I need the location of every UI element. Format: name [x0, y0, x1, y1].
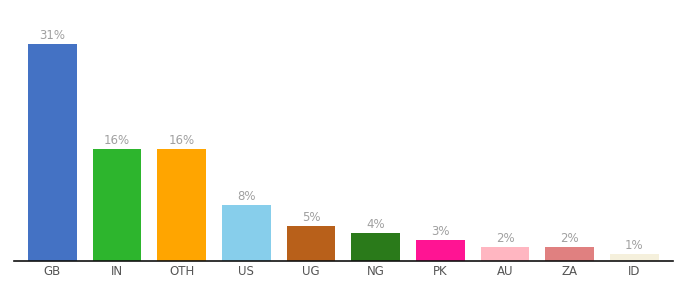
Bar: [92, 149, 141, 261]
Text: 16%: 16%: [169, 134, 194, 147]
Text: 4%: 4%: [367, 218, 385, 231]
Bar: [610, 254, 659, 261]
Bar: [481, 247, 529, 261]
Bar: [28, 44, 77, 261]
Bar: [158, 149, 206, 261]
Text: 5%: 5%: [302, 211, 320, 224]
Bar: [416, 240, 464, 261]
Text: 1%: 1%: [625, 239, 644, 252]
Bar: [222, 205, 271, 261]
Text: 3%: 3%: [431, 225, 449, 238]
Text: 2%: 2%: [560, 232, 579, 245]
Bar: [287, 226, 335, 261]
Text: 16%: 16%: [104, 134, 130, 147]
Bar: [545, 247, 594, 261]
Text: 31%: 31%: [39, 29, 65, 42]
Text: 8%: 8%: [237, 190, 256, 203]
Bar: [352, 233, 400, 261]
Text: 2%: 2%: [496, 232, 514, 245]
